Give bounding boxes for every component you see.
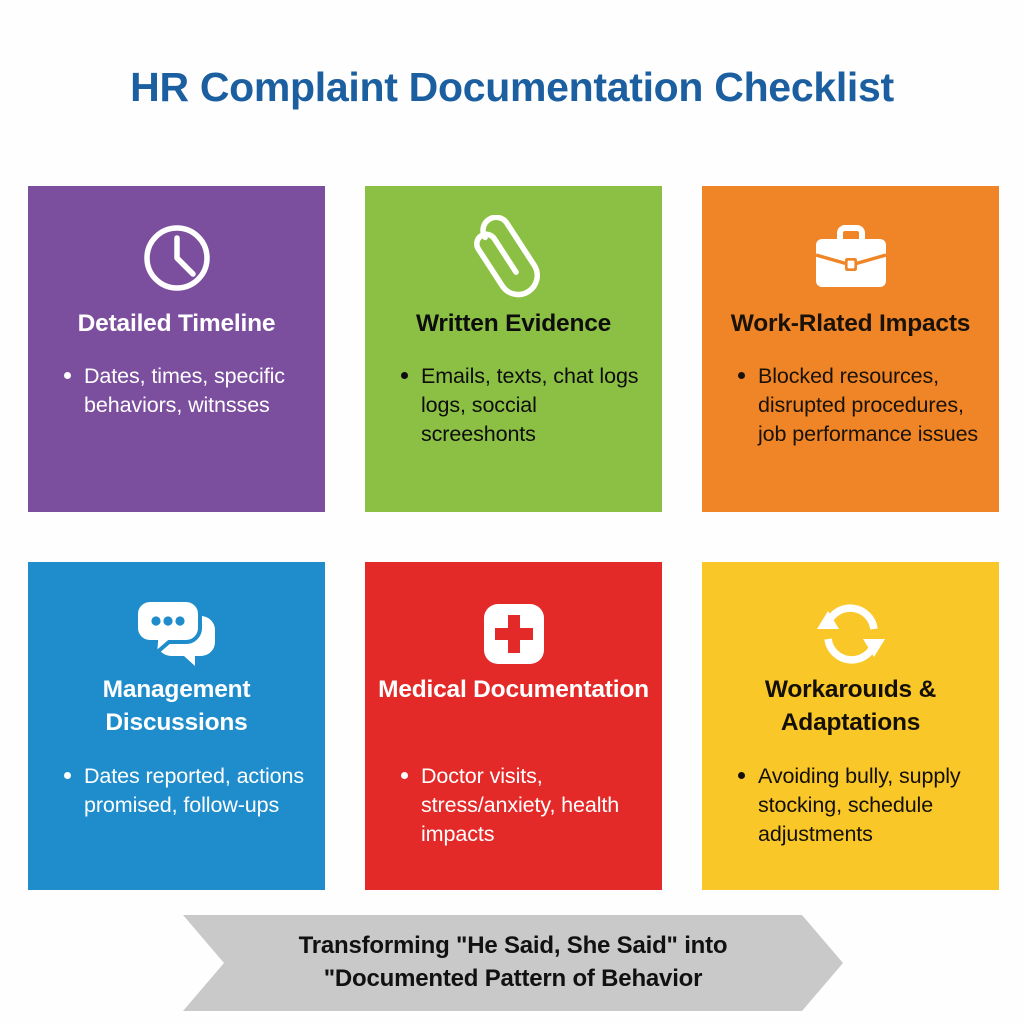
bullet-text: Avoiding bully, supply stocking, schedul…	[758, 764, 961, 847]
card-title: Detailed Timeline	[77, 310, 276, 337]
card-title: Work-Rlated Impacts	[730, 310, 971, 337]
bullet-text: Doctor visits, stress/anxiety, health im…	[421, 764, 620, 847]
card-management-discussions[interactable]: Management Discussions Dates reported, a…	[28, 562, 325, 890]
card-bullet-list: Dates, times, specific behaviors, witnss…	[62, 362, 311, 420]
bullet-text: Emails, texts, chat logs logs, soccial s…	[421, 364, 639, 447]
bullet-dot-icon	[738, 772, 745, 779]
card-work-related-impacts[interactable]: Work-Rlated Impacts Blocked resources, d…	[702, 186, 999, 512]
medical-cross-icon	[365, 588, 662, 680]
card-bullet-list: Avoiding bully, supply stocking, schedul…	[736, 762, 985, 850]
briefcase-icon	[702, 212, 999, 304]
bullet-text: Dates reported, actions promised, follow…	[84, 764, 304, 818]
list-item: Emails, texts, chat logs logs, soccial s…	[399, 362, 648, 450]
banner-line-1: Transforming "He Said, She Said" into	[298, 932, 728, 959]
list-item: Dates reported, actions promised, follow…	[62, 762, 311, 820]
card-written-evidence[interactable]: Written Evidence Emails, texts, chat log…	[365, 186, 662, 512]
card-detailed-timeline[interactable]: Detailed Timeline Dates, times, specific…	[28, 186, 325, 512]
card-bullet-list: Emails, texts, chat logs logs, soccial s…	[399, 362, 648, 450]
page-title: HR Complaint Documentation Checklist	[130, 64, 894, 110]
list-item: Avoiding bully, supply stocking, schedul…	[736, 762, 985, 850]
bullet-dot-icon	[738, 372, 745, 379]
bullet-text: Blocked resources, disrupted procedures,…	[758, 364, 979, 447]
banner-ribbon-shape	[183, 915, 843, 1011]
list-item: Dates, times, specific behaviors, witnss…	[62, 362, 311, 420]
paperclip-icon	[365, 212, 662, 304]
list-item: Blocked resources, disrupted procedures,…	[736, 362, 985, 450]
list-item: Doctor visits, stress/anxiety, health im…	[399, 762, 648, 850]
card-medical-documentation[interactable]: Medical Documentation Doctor visits, str…	[365, 562, 662, 890]
bullet-dot-icon	[64, 772, 71, 779]
card-title: Written Evidence	[415, 310, 612, 337]
card-bullet-list: Blocked resources, disrupted procedures,…	[736, 362, 985, 450]
banner-text: Transforming "He Said, She Said" into "D…	[183, 929, 843, 995]
bullet-dot-icon	[401, 372, 408, 379]
refresh-cycle-icon	[702, 588, 999, 680]
clock-icon	[28, 212, 325, 304]
bullet-dot-icon	[401, 772, 408, 779]
bullet-text: Dates, times, specific behaviors, witnss…	[84, 364, 285, 418]
card-bullet-list: Dates reported, actions promised, follow…	[62, 762, 311, 820]
banner-line-2: "Documented Pattern of Behavior	[323, 965, 703, 993]
summary-banner: Transforming "He Said, She Said" into "D…	[183, 915, 843, 1011]
card-title: Management Discussions	[102, 676, 251, 736]
checklist-card-grid: Detailed Timeline Dates, times, specific…	[28, 186, 999, 890]
speech-bubbles-icon	[28, 588, 325, 680]
card-workarounds-adaptations[interactable]: Workarouıds & Adaptations Avoiding bully…	[702, 562, 999, 890]
card-title: Medical Documentation	[378, 676, 649, 703]
bullet-dot-icon	[64, 372, 71, 379]
card-title: Workarouıds & Adaptations	[764, 676, 937, 736]
card-bullet-list: Doctor visits, stress/anxiety, health im…	[399, 762, 648, 850]
